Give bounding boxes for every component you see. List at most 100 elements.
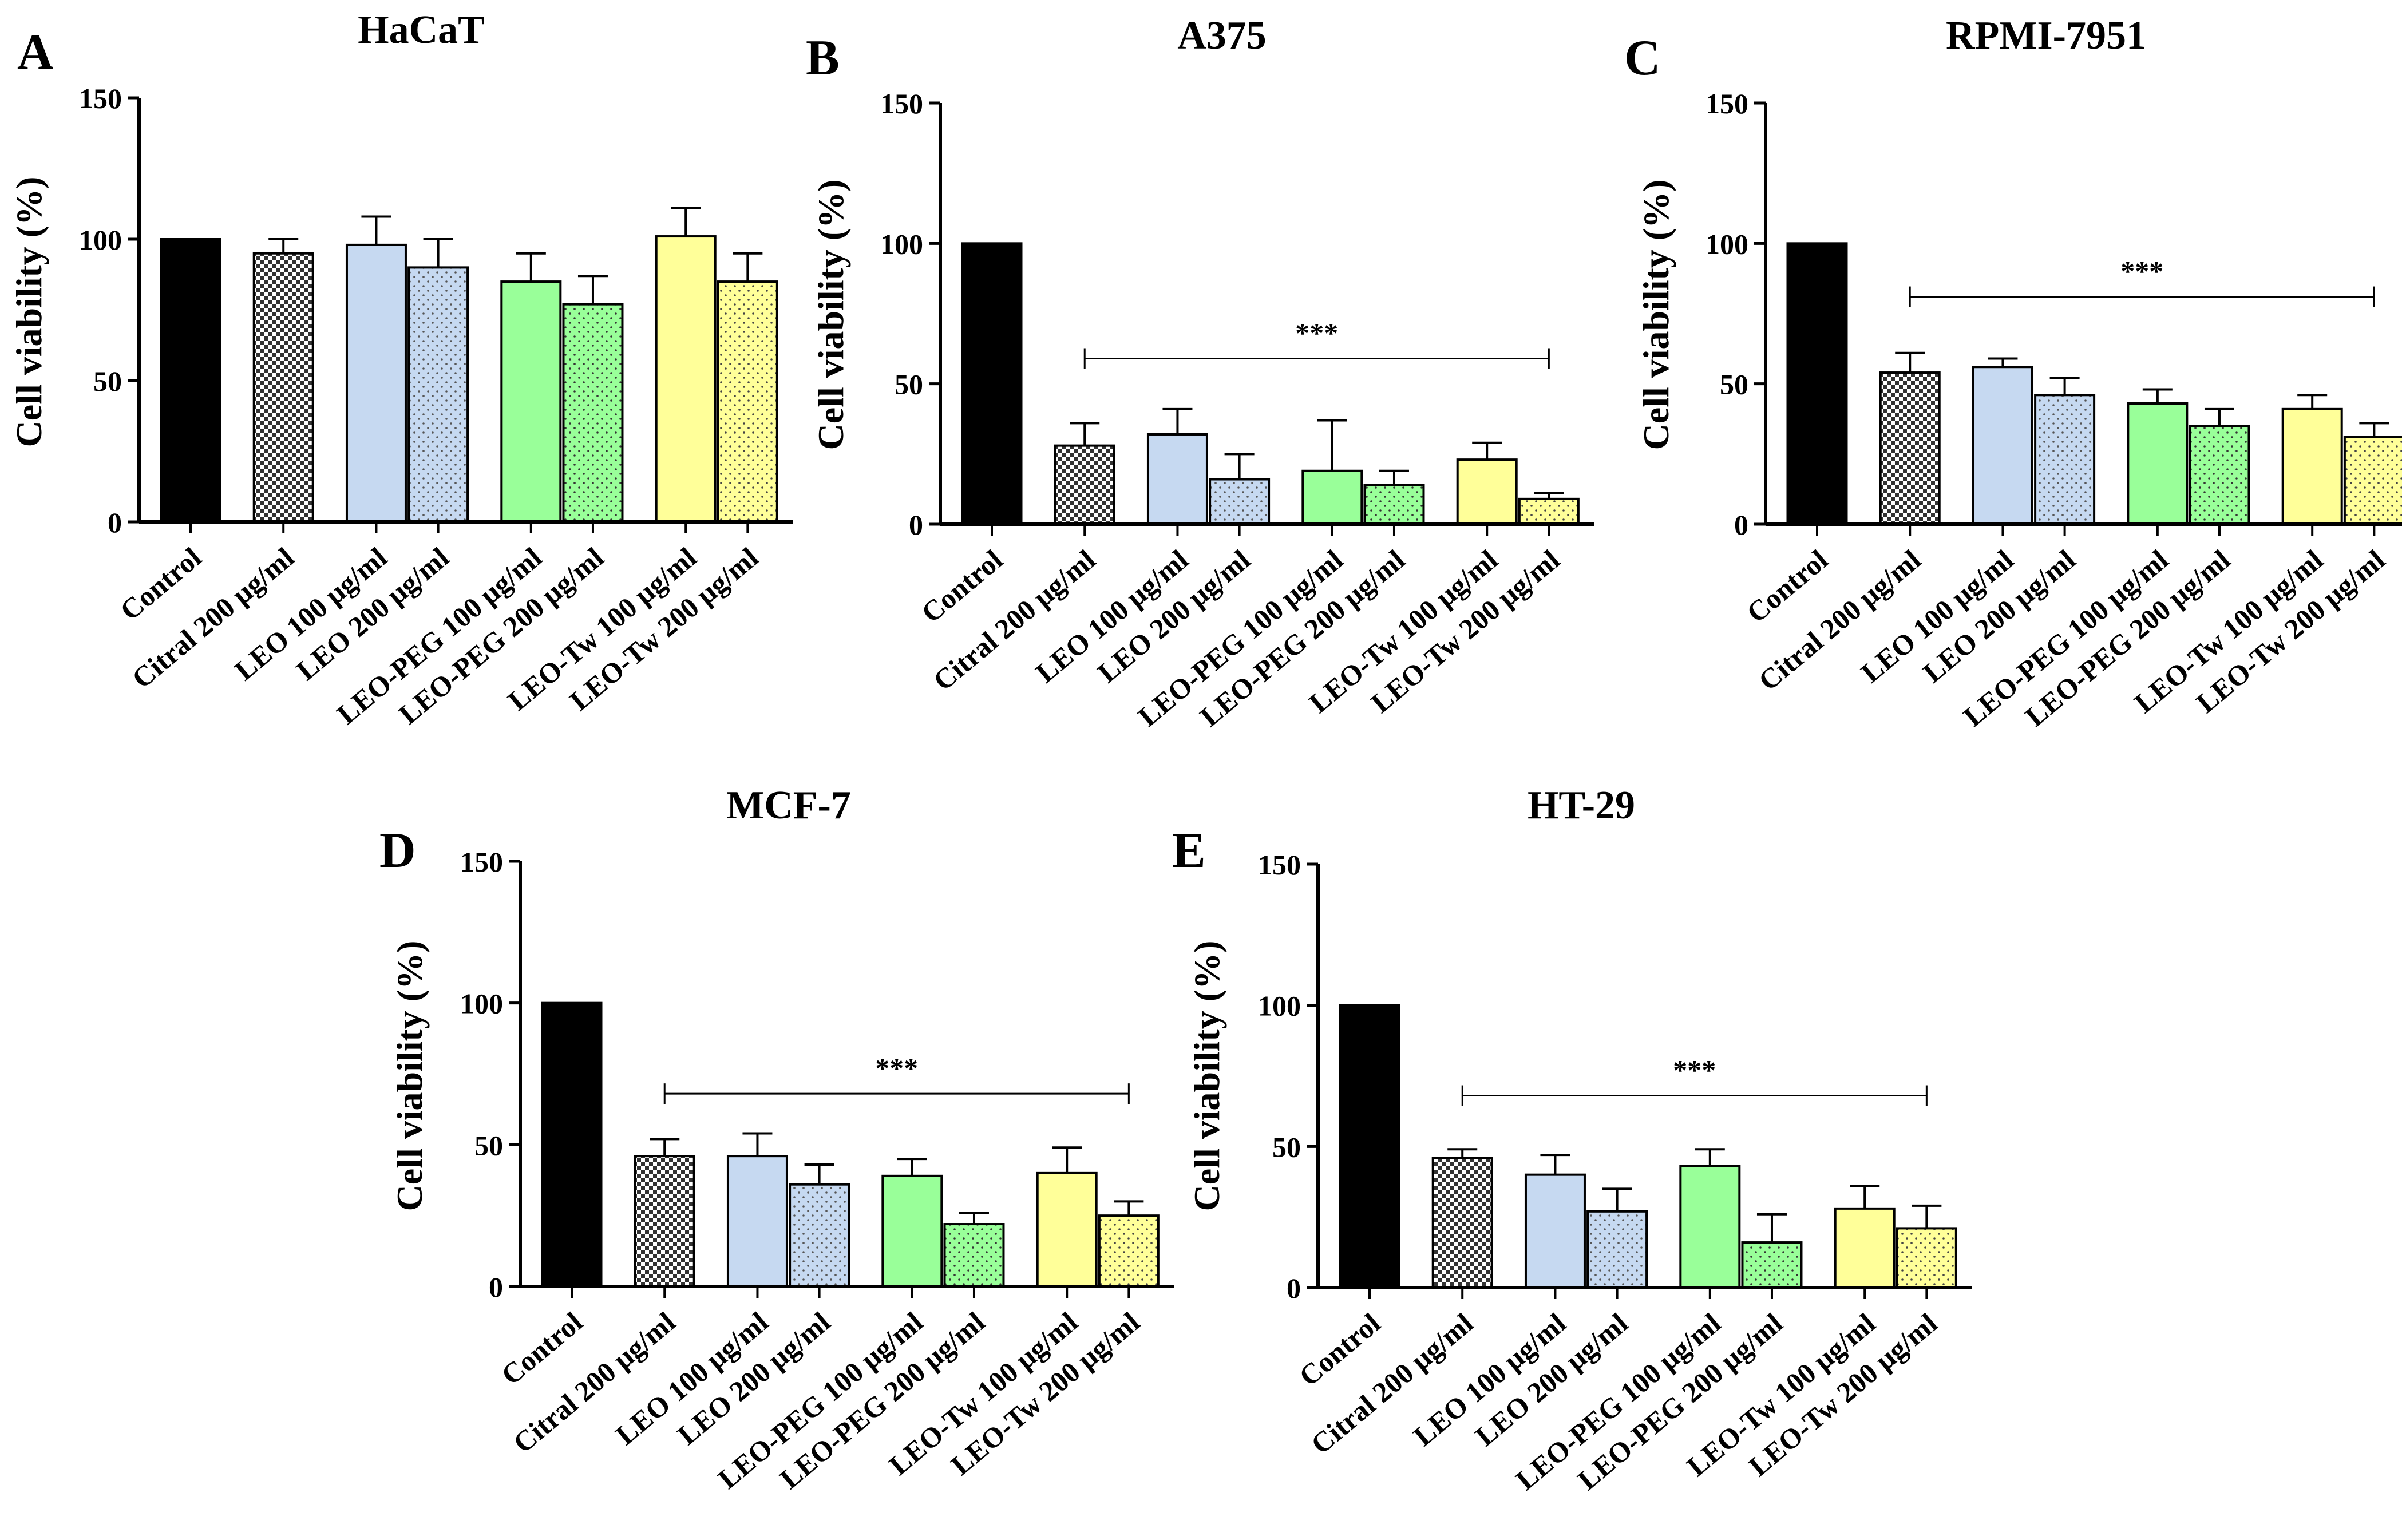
bar-leo-peg-200-g-ml [562,303,624,523]
panel-letter: C [1624,30,1661,86]
error-bar [2297,394,2328,409]
y-ticks: 0 50 100 150 [1258,849,1928,1304]
y-tick-label: 0 [909,509,923,541]
y-tick-label: 100 [460,988,503,1020]
x-tick-label: Citral 200 μg/ml [1752,543,1927,696]
panel-e: E HT-29 Cell viability (%) 0 50 100 150 ***… [1172,783,1972,1496]
bar-leo-peg-100-g-ml [881,1174,943,1288]
y-tick-label: 0 [1734,509,1748,541]
bar-citral-200-g-ml [1879,371,1941,525]
bar-leo-100-g-ml [1524,1173,1586,1289]
error-bar [1070,422,1100,446]
y-ticks: 0 50 100 150 [1705,88,2376,541]
y-tick-label: 100 [1705,228,1748,260]
chart-title: HT-29 [1528,783,1635,828]
bar-leo-peg-100-g-ml [500,280,562,523]
error-bar [1540,1154,1570,1175]
y-axis-label: Cell viability (%) [810,180,851,450]
error-bars [650,1132,1144,1225]
bar-leo-tw-200-g-ml [717,280,778,523]
bar-leo-peg-200-g-ml [943,1223,1005,1288]
bar-leo-tw-100-g-ml [1834,1207,1896,1289]
bar-leo-200-g-ml [789,1183,850,1288]
error-bar [2049,377,2080,395]
axes [137,98,793,524]
axes [939,103,1594,526]
bar-citral-200-g-ml [634,1155,695,1288]
y-tick-label: 150 [460,846,503,878]
bar-citral-200-g-ml [252,252,314,523]
bar-leo-100-g-ml [1972,366,2033,526]
y-axis-label: Cell viability (%) [389,941,430,1212]
y-tick-label: 0 [489,1271,503,1303]
bar-leo-peg-100-g-ml [1301,469,1363,525]
panel-letter: D [379,823,416,878]
error-bar [516,252,546,282]
panel-letter: B [806,30,840,86]
bar-leo-100-g-ml [345,243,407,523]
bars [1339,1004,1957,1289]
y-tick-label: 100 [1258,990,1301,1022]
panel-letter: A [17,25,54,80]
x-tick-label: Citral 200 μg/ml [507,1305,682,1459]
axes [1764,103,2402,526]
chart-title: HaCaT [358,8,485,52]
significance-bracket: *** [1461,1054,1928,1106]
error-bar [959,1212,989,1225]
bar-leo-peg-100-g-ml [2127,402,2189,525]
error-bar [1052,1146,1082,1173]
significance-bracket: *** [1909,255,2375,307]
error-bar [1756,1213,1787,1243]
bar-leo-peg-200-g-ml [2189,425,2250,525]
panel-d: D MCF-7 Cell viability (%) 0 50 100 150 ***… [379,783,1174,1495]
panel-a: A HaCaT Cell viability (%) 0 50 100 150 Con… [9,8,793,730]
bar-leo-tw-200-g-ml [1098,1214,1160,1288]
axes [519,861,1174,1288]
bar-leo-tw-200-g-ml [1518,497,1580,526]
chart-title: A375 [1177,14,1267,58]
significance-label: *** [1673,1054,1716,1086]
y-tick-label: 150 [880,88,923,120]
error-bar [742,1132,773,1157]
bar-leo-tw-100-g-ml [1036,1171,1098,1288]
y-tick-label: 0 [1287,1272,1301,1304]
bar-leo-100-g-ml [726,1155,788,1288]
bar-citral-200-g-ml [1054,444,1115,526]
bar-control [541,1001,603,1288]
significance-label: *** [2120,255,2163,287]
error-bar [1850,1185,1880,1209]
y-tick-label: 50 [895,369,923,401]
bar-leo-tw-200-g-ml [2343,436,2402,525]
significance-bracket: *** [1083,317,1550,369]
y-ticks: 0 50 100 150 [880,88,1550,541]
error-bar [1379,469,1409,485]
bar-leo-peg-200-g-ml [1363,484,1425,525]
error-bar [1162,407,1193,434]
y-tick-label: 150 [1258,849,1301,881]
panel-letter: E [1172,823,1206,878]
bar-control [961,242,1023,525]
bar-control [1786,242,1848,525]
significance-label: *** [875,1052,918,1084]
y-axis-label: Cell viability (%) [1186,941,1227,1212]
y-tick-label: 150 [1705,88,1748,120]
y-tick-label: 50 [1720,369,1748,401]
axes [1316,864,1972,1289]
error-bar [733,252,763,282]
error-bar [1695,1148,1725,1166]
bars [1786,242,2402,526]
error-bars [268,207,763,304]
bar-leo-200-g-ml [1586,1210,1648,1289]
significance-label: *** [1295,317,1338,349]
y-tick-label: 50 [474,1129,503,1161]
y-tick-label: 50 [93,365,122,397]
bar-control [160,238,221,523]
y-tick-label: 100 [880,228,923,260]
bar-citral-200-g-ml [1431,1157,1493,1289]
error-bar [2142,388,2173,404]
